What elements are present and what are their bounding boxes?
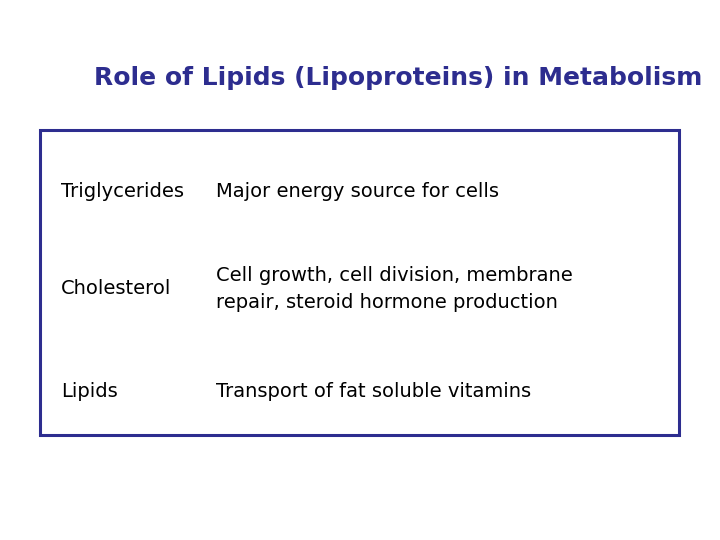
- Text: Transport of fat soluble vitamins: Transport of fat soluble vitamins: [216, 382, 531, 401]
- Text: Role of Lipids (Lipoproteins) in Metabolism: Role of Lipids (Lipoproteins) in Metabol…: [94, 66, 702, 90]
- Text: Cholesterol: Cholesterol: [61, 279, 171, 299]
- Text: Cell growth, cell division, membrane
repair, steroid hormone production: Cell growth, cell division, membrane rep…: [216, 266, 572, 312]
- Text: Lipids: Lipids: [61, 382, 118, 401]
- FancyBboxPatch shape: [40, 130, 679, 435]
- Text: Triglycerides: Triglycerides: [61, 182, 184, 201]
- Text: Major energy source for cells: Major energy source for cells: [216, 182, 499, 201]
